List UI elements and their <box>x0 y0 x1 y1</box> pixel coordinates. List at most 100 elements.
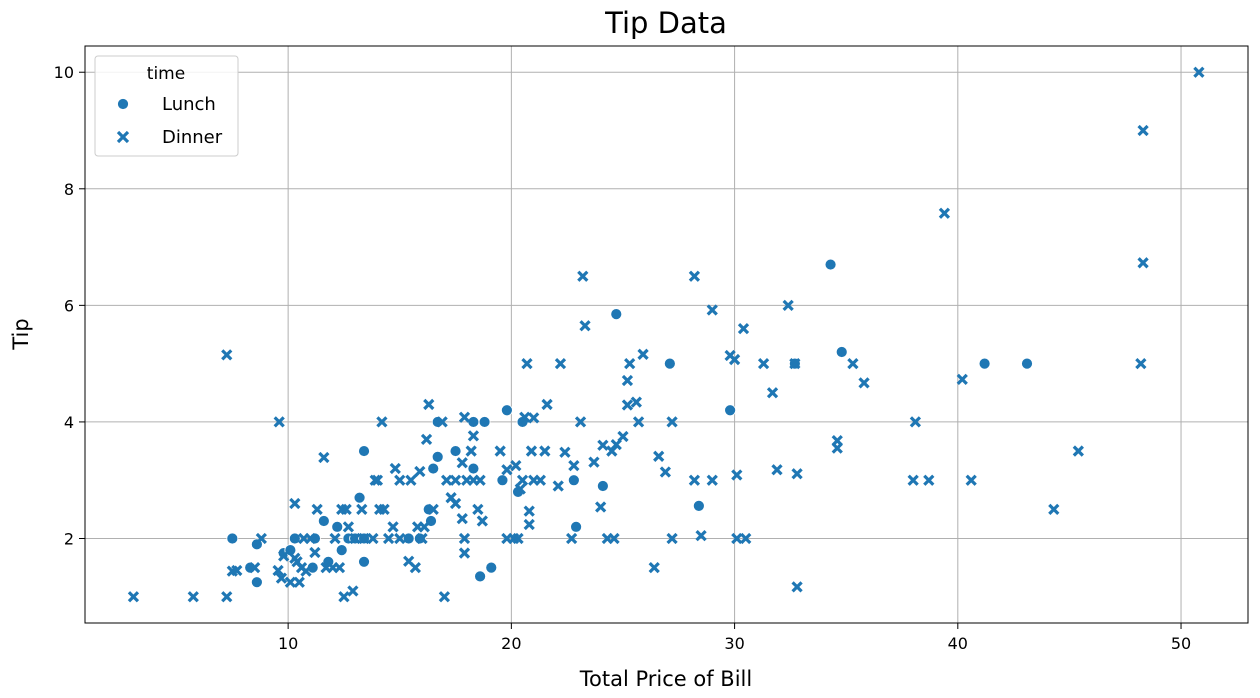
dinner-point <box>577 270 589 282</box>
dinner-point <box>740 532 752 545</box>
lunch-point <box>353 491 366 504</box>
dinner-point <box>440 474 453 486</box>
dinner-point <box>621 374 634 387</box>
lunch-point <box>485 561 498 574</box>
dinner-point <box>333 561 346 574</box>
lunch-point <box>317 515 330 527</box>
dinner-point <box>847 358 859 370</box>
dinner-point <box>923 474 935 486</box>
y-tick-label: 4 <box>64 413 74 432</box>
dinner-point <box>552 480 564 492</box>
dinner-point <box>293 576 305 588</box>
dinner-point <box>608 532 620 545</box>
dinner-point <box>1137 257 1149 269</box>
lunch-point <box>610 308 623 321</box>
lunch-point <box>478 416 491 428</box>
x-tick-label: 20 <box>501 634 521 653</box>
dinner-point <box>1135 358 1147 370</box>
lunch-point <box>835 346 848 358</box>
dinner-point <box>187 591 199 603</box>
dinner-point <box>757 358 770 370</box>
dinner-point <box>595 501 607 513</box>
dinner-point <box>510 460 522 472</box>
lunch-point <box>427 462 440 475</box>
lunch-point <box>358 555 370 568</box>
dinner-point <box>559 446 571 458</box>
dinner-point <box>624 358 636 370</box>
dinner-point <box>474 474 486 486</box>
dinner-point <box>737 323 750 335</box>
dinner-point <box>574 416 587 428</box>
dinner-point <box>376 416 388 428</box>
lunch-point <box>663 357 676 370</box>
lunch-point <box>474 570 487 583</box>
dinner-point <box>588 456 600 468</box>
lunch-point <box>692 499 705 512</box>
dinner-point <box>617 430 629 443</box>
dinner-point <box>1048 503 1060 515</box>
dinner-point <box>688 474 701 486</box>
lunch-point <box>467 416 480 428</box>
dinner-point <box>340 503 352 515</box>
x-tick-label: 50 <box>1171 634 1191 653</box>
dinner-point <box>418 521 430 533</box>
dinner-point <box>858 377 870 389</box>
lunch-point <box>596 480 609 492</box>
dinner-point <box>458 532 471 545</box>
dinner-point <box>387 521 399 533</box>
dinner-point <box>273 416 285 428</box>
dinner-point <box>541 398 553 411</box>
dinner-point <box>371 474 384 486</box>
dinner-point <box>416 532 428 545</box>
dinner-point <box>659 466 672 478</box>
dinner-point <box>304 532 317 545</box>
dinner-point <box>512 532 524 545</box>
lunch-point <box>358 445 370 457</box>
y-axis-label: Tip <box>9 318 33 350</box>
dinner-point <box>909 416 922 428</box>
dinner-point <box>409 561 422 574</box>
dinner-point <box>458 411 471 423</box>
dinner-point <box>789 358 801 370</box>
dinner-point <box>311 503 323 515</box>
dinner-point <box>494 445 506 457</box>
lunch-point <box>331 520 344 533</box>
dinner-point <box>695 529 707 542</box>
dinner-point <box>554 358 567 370</box>
lunch-point <box>288 532 301 545</box>
legend-marker-dinner <box>116 130 130 144</box>
dinner-point <box>356 503 368 515</box>
dinner-point <box>231 564 243 577</box>
dinner-point <box>472 503 484 515</box>
dinner-point <box>782 299 794 311</box>
dinner-point <box>965 474 977 486</box>
dinner-point <box>688 270 701 282</box>
dinner-point <box>347 585 359 597</box>
dinner-point <box>648 561 660 574</box>
lunch-point <box>724 404 737 417</box>
data-points <box>127 66 1205 603</box>
dinner-point <box>1072 445 1084 457</box>
dinner-point <box>525 445 538 457</box>
lunch-point <box>567 474 580 487</box>
dinner-point <box>358 532 370 545</box>
legend-box <box>94 55 239 157</box>
dinner-point <box>521 358 533 370</box>
lunch-point <box>250 576 263 589</box>
dinner-point <box>653 450 665 462</box>
legend-label-dinner: Dinner <box>162 127 223 148</box>
dinner-point <box>666 532 678 545</box>
dinner-point <box>272 564 284 577</box>
legend-title: time <box>147 64 185 84</box>
dinner-point <box>706 474 718 486</box>
y-tick-label: 8 <box>64 180 74 199</box>
dinner-point <box>289 497 301 510</box>
dinner-point <box>523 518 535 531</box>
dinner-point <box>579 320 591 332</box>
dinner-point <box>309 546 321 559</box>
dinner-point <box>568 460 580 472</box>
dinner-point <box>534 474 547 486</box>
dinner-point <box>632 416 645 428</box>
dinner-point <box>127 591 140 603</box>
plot-frame <box>84 45 1249 624</box>
